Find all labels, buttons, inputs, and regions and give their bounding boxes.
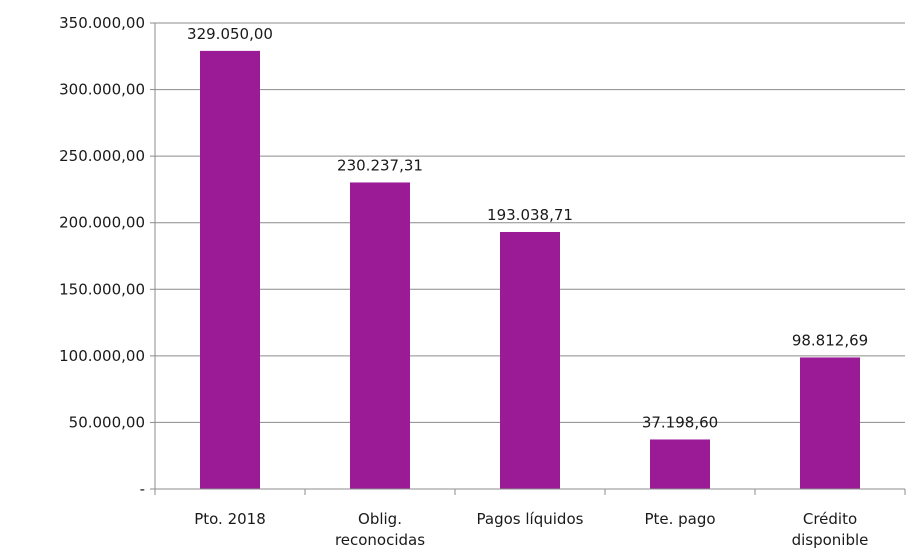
bar [350,182,410,490]
category-label-line: Oblig. [358,510,402,528]
category-label-line: Pte. pago [644,510,715,528]
bar [650,439,710,489]
category-label: Pto. 2018 [194,510,266,528]
category-label-line: reconocidas [335,531,425,549]
y-tick-label: - [140,480,145,498]
category-label-line: Pto. 2018 [194,510,266,528]
category-label: Crédito disponible [792,510,869,549]
data-label: 329.050,00 [187,25,273,43]
data-label: 98.812,69 [792,331,868,349]
category-label: Oblig. reconocidas [335,510,425,549]
category-label-line: disponible [792,531,869,549]
category-label: Pagos líquidos [477,510,584,528]
bar [200,50,260,489]
y-tick-label: 150.000,00 [59,280,145,298]
bar [500,231,560,490]
y-tick-label: 250.000,00 [59,147,145,165]
y-tick-label: 300.000,00 [59,81,145,99]
y-tick-label: 350.000,00 [59,14,145,32]
y-axis: - 50.000,00 100.000,00 150.000,00 200.000,00… [59,14,156,498]
bar [800,357,860,489]
category-label-line: Crédito [803,510,857,528]
x-axis: Pto. 2018 Oblig. reconocidas Pagos líquidos… [154,488,906,549]
data-label: 37.198,60 [642,413,718,431]
bars: 329.050,00 230.237,31 193.038,71 37.198,60 9… [187,25,868,490]
y-tick-label: 200.000,00 [59,214,145,232]
y-tick-label: 100.000,00 [59,347,145,365]
category-label-line: Pagos líquidos [477,510,584,528]
data-label: 193.038,71 [487,206,573,224]
data-label: 230.237,31 [337,156,423,174]
y-tick-label: 50.000,00 [69,413,145,431]
category-label: Pte. pago [644,510,715,528]
